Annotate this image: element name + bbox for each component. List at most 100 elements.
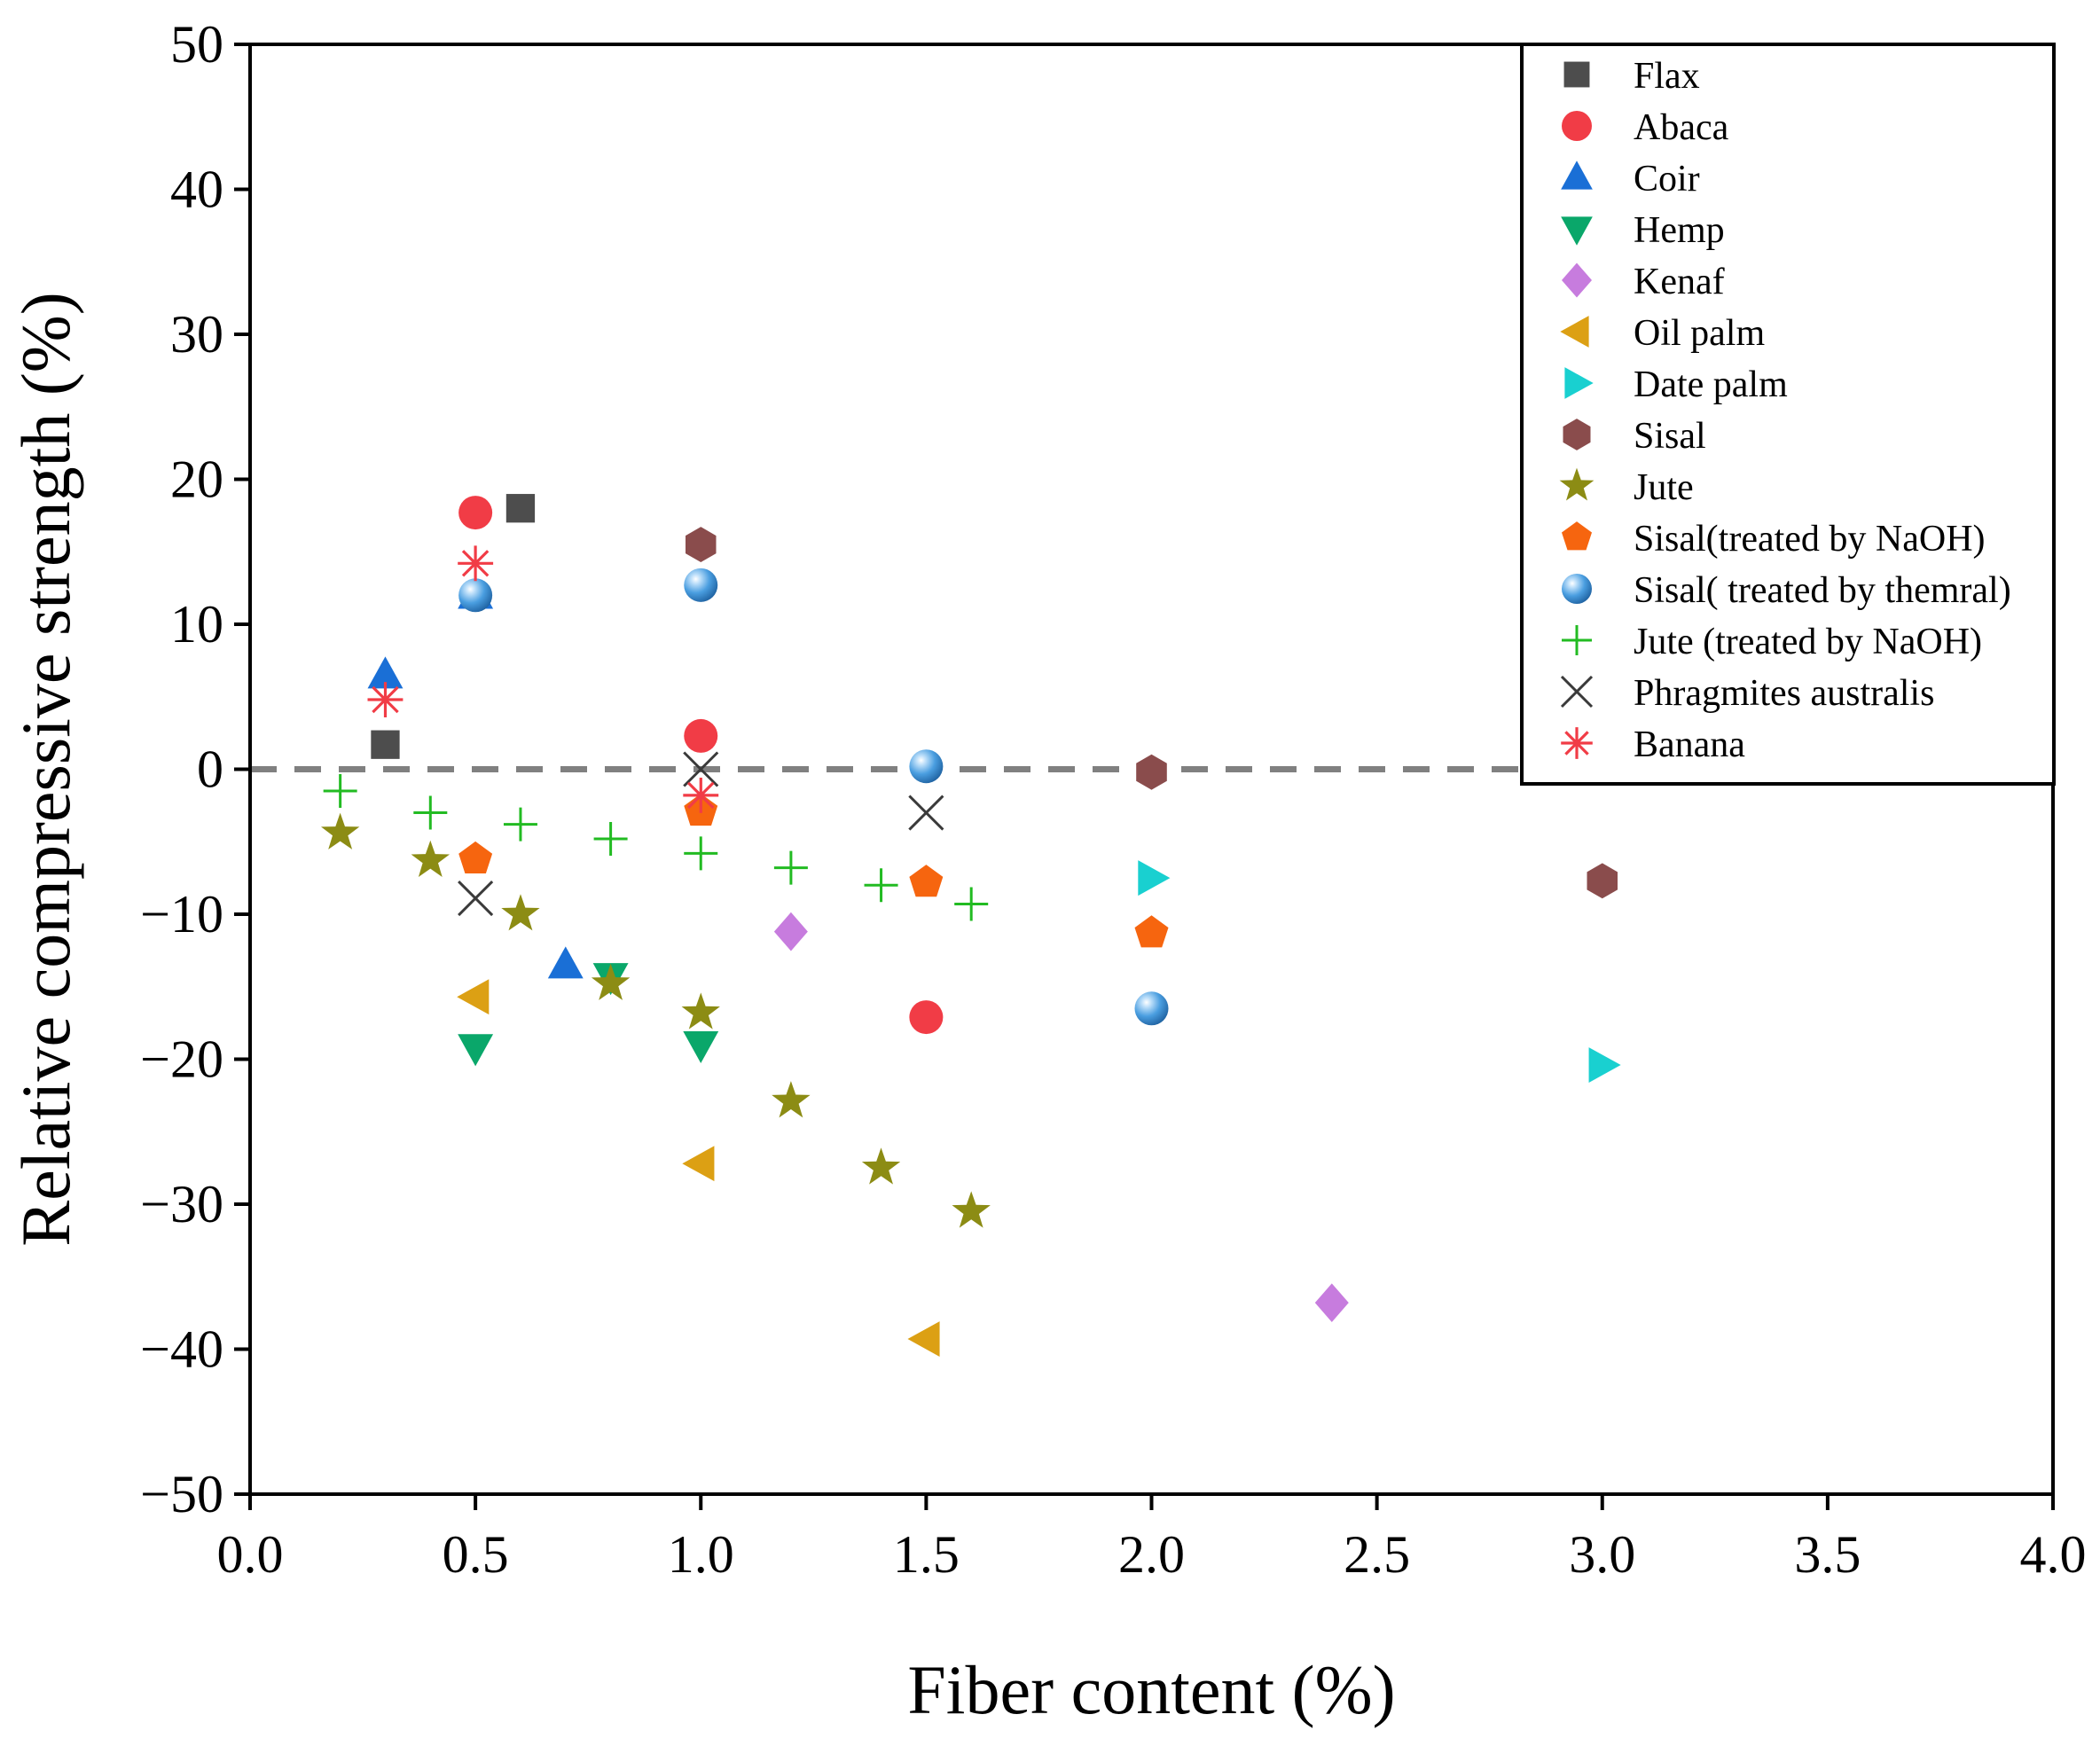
- data-point: [909, 865, 944, 897]
- data-point: [591, 963, 631, 1000]
- y-tick-label: 20: [170, 450, 223, 509]
- data-point: [458, 545, 494, 582]
- series-abaca: [458, 496, 944, 1035]
- series-oil-palm: [457, 979, 940, 1358]
- data-point: [547, 946, 584, 979]
- legend-label: Jute (treated by NaOH): [1634, 622, 1982, 662]
- legend-item: Sisal(treated by NaOH): [1562, 519, 1986, 560]
- series-sisal: [686, 527, 1618, 899]
- data-point: [861, 1147, 901, 1185]
- legend: Flax Abaca Coir Hemp Kenaf Oil palm Date palm S…: [1520, 43, 2056, 786]
- data-point: [1588, 1047, 1621, 1083]
- legend-label: Date palm: [1634, 364, 1788, 405]
- legend-marker: [1561, 727, 1593, 759]
- legend-item: Sisal: [1563, 416, 1706, 457]
- y-tick-label: 0: [197, 740, 223, 799]
- legend-marker: [1559, 467, 1595, 501]
- data-point: [684, 836, 718, 871]
- data-point: [457, 979, 490, 1015]
- data-point: [501, 894, 540, 931]
- data-point: [413, 795, 448, 830]
- legend-item: Date palm: [1564, 364, 1788, 405]
- legend-item: Hemp: [1561, 210, 1725, 251]
- data-point: [909, 1000, 944, 1035]
- legend-item: Jute: [1559, 467, 1694, 508]
- legend-item: Flax: [1563, 56, 1700, 97]
- legend-marker: [1562, 521, 1592, 551]
- data-point: [682, 1146, 715, 1182]
- series-banana: [367, 545, 719, 813]
- x-tick-label: 4.0: [2020, 1525, 2087, 1584]
- data-point: [909, 749, 944, 784]
- legend-label: Kenaf: [1634, 262, 1725, 302]
- y-tick-label: −20: [140, 1030, 223, 1089]
- y-tick-label: 10: [170, 595, 223, 654]
- legend-item: Jute (treated by NaOH): [1562, 622, 1982, 662]
- data-point: [952, 1191, 991, 1228]
- legend-label: Oil palm: [1634, 313, 1765, 354]
- data-point: [773, 850, 808, 885]
- data-point: [593, 821, 628, 856]
- legend-marker: [1560, 316, 1589, 348]
- legend-marker: [1562, 625, 1592, 655]
- legend-marker: [1562, 262, 1592, 298]
- legend-marker: [1561, 160, 1593, 190]
- series-hemp: [458, 963, 719, 1067]
- legend-item: Banana: [1561, 724, 1745, 765]
- legend-box: [1520, 43, 2056, 786]
- x-tick-label: 0.0: [217, 1525, 284, 1584]
- y-tick-label: 40: [170, 160, 223, 219]
- legend-label: Flax: [1634, 56, 1700, 97]
- series-kenaf: [773, 912, 1349, 1323]
- y-tick-label: −40: [140, 1320, 223, 1379]
- legend-item: Abaca: [1562, 107, 1729, 148]
- series-sisal-treated-by-naoh: [458, 794, 1169, 948]
- data-point: [683, 778, 719, 813]
- legend-marker: [1562, 111, 1592, 141]
- data-point: [683, 751, 719, 787]
- data-point: [503, 807, 537, 842]
- data-point: [323, 774, 357, 809]
- legend-item: Kenaf: [1562, 262, 1725, 302]
- legend-marker: [1564, 367, 1594, 399]
- data-point: [907, 1321, 940, 1358]
- legend-label: Abaca: [1634, 107, 1729, 148]
- legend-label: Jute: [1634, 467, 1694, 508]
- legend-label: Sisal( treated by themral): [1634, 570, 2011, 611]
- series-date-palm: [1138, 860, 1621, 1083]
- data-point: [458, 880, 494, 917]
- data-point: [773, 912, 808, 951]
- legend-item: Phragmites australis: [1560, 673, 1934, 714]
- y-tick-label: 50: [170, 15, 223, 74]
- data-point: [684, 718, 718, 753]
- data-point: [908, 795, 944, 831]
- legend-item: Oil palm: [1560, 313, 1765, 354]
- legend-marker: [1561, 216, 1593, 246]
- legend-item: Coir: [1561, 159, 1700, 200]
- data-point: [1134, 915, 1169, 948]
- legend-marker: [1563, 419, 1591, 450]
- series-flax: [371, 494, 536, 759]
- legend-marker: [1560, 675, 1594, 709]
- legend-label: Coir: [1634, 159, 1700, 200]
- data-point: [321, 812, 360, 849]
- series-jute: [321, 812, 991, 1228]
- data-point: [458, 1034, 494, 1067]
- axes-layer: 0.0 0.5 1.0 1.5 2.0 2.5 3.0 3.5 4.0 50 40 30 20 10 0 −1…: [140, 15, 2086, 1584]
- y-tick-label: 30: [170, 305, 223, 364]
- y-tick-label: −50: [140, 1465, 223, 1523]
- data-point: [367, 682, 404, 717]
- series-sisal-treated-by-themral: [458, 568, 1169, 1026]
- data-point: [1587, 863, 1618, 899]
- legend-label: Sisal(treated by NaOH): [1634, 519, 1986, 560]
- data-point: [1314, 1283, 1349, 1323]
- data-point: [1138, 860, 1171, 896]
- data-point: [1134, 991, 1169, 1026]
- legend-label: Banana: [1634, 724, 1745, 765]
- x-tick-label: 1.5: [893, 1525, 960, 1584]
- legend-marker: [1562, 574, 1592, 604]
- x-tick-label: 2.5: [1344, 1525, 1410, 1584]
- y-tick-label: −10: [140, 885, 223, 943]
